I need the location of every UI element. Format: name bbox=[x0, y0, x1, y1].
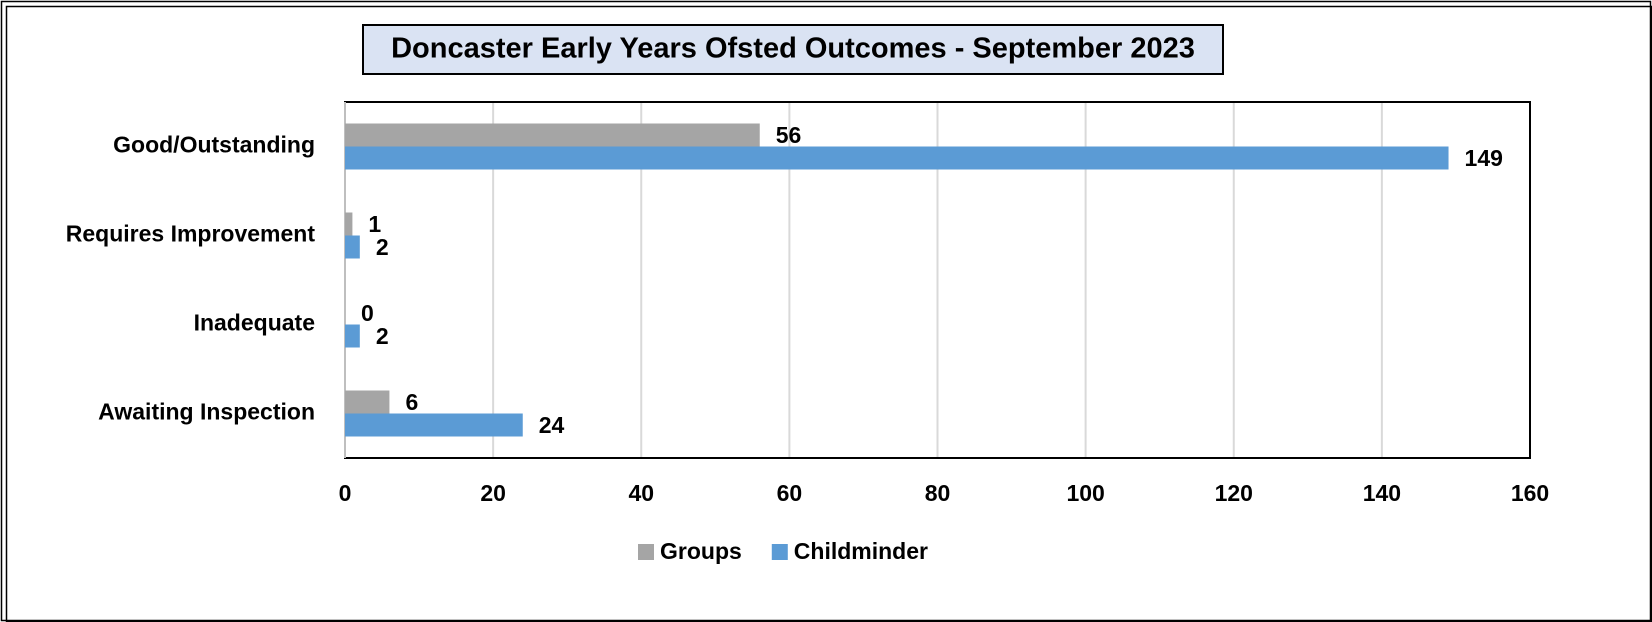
data-label: 56 bbox=[776, 122, 802, 148]
y-tick-label: Good/Outstanding bbox=[113, 132, 315, 158]
x-tick-label: 40 bbox=[628, 480, 654, 506]
x-tick-label: 80 bbox=[925, 480, 951, 506]
bar bbox=[345, 123, 760, 147]
x-tick-label: 120 bbox=[1215, 480, 1253, 506]
x-tick-label: 60 bbox=[777, 480, 803, 506]
bar bbox=[345, 324, 360, 348]
legend-label: Childminder bbox=[794, 538, 928, 564]
data-label: 0 bbox=[361, 300, 374, 326]
chart-title: Doncaster Early Years Ofsted Outcomes - … bbox=[391, 33, 1195, 65]
bar bbox=[345, 212, 353, 236]
x-tick-label: 140 bbox=[1363, 480, 1401, 506]
y-tick-label: Requires Improvement bbox=[66, 221, 316, 247]
y-tick-label: Inadequate bbox=[194, 310, 315, 336]
x-tick-label: 100 bbox=[1066, 480, 1104, 506]
data-label: 2 bbox=[376, 323, 389, 349]
data-label: 149 bbox=[1465, 145, 1503, 171]
data-label: 6 bbox=[405, 389, 418, 415]
legend-label: Groups bbox=[660, 538, 742, 564]
x-tick-label: 0 bbox=[339, 480, 352, 506]
bar bbox=[345, 390, 390, 414]
data-label: 2 bbox=[376, 234, 389, 260]
bar bbox=[345, 413, 523, 437]
title-box bbox=[362, 24, 1224, 75]
data-label: 24 bbox=[539, 412, 565, 438]
data-label: 1 bbox=[368, 211, 381, 237]
x-tick-label: 20 bbox=[480, 480, 506, 506]
y-tick-label: Awaiting Inspection bbox=[98, 399, 315, 425]
bar bbox=[345, 146, 1449, 170]
bar bbox=[345, 235, 360, 259]
legend-swatch bbox=[638, 544, 654, 560]
x-tick-label: 160 bbox=[1511, 480, 1549, 506]
legend-swatch bbox=[771, 544, 788, 560]
